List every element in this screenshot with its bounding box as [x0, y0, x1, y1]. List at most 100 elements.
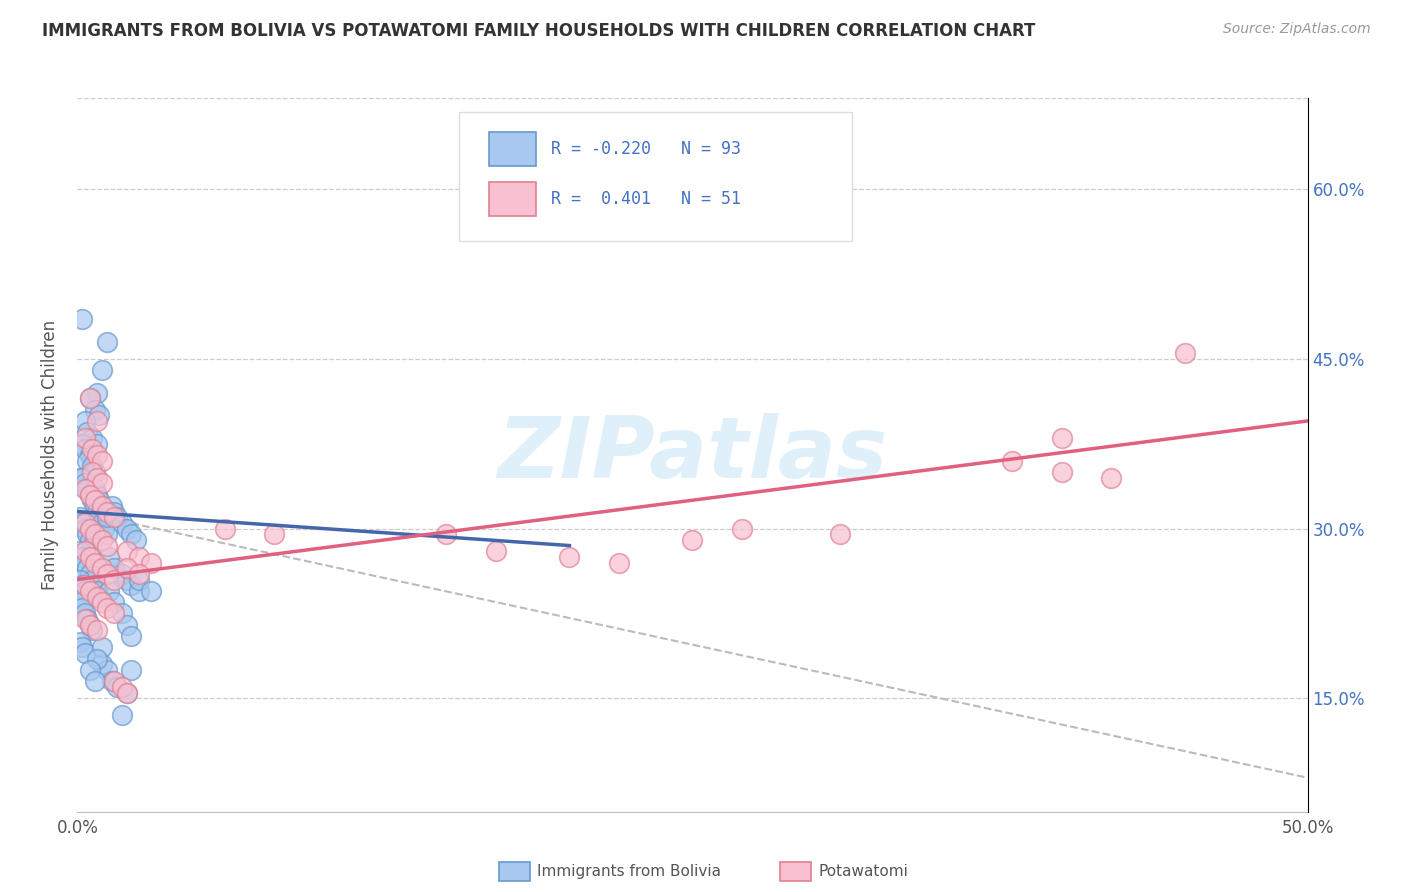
Point	[115, 686, 138, 700]
Point	[90, 657, 114, 672]
Point	[1001, 453, 1024, 467]
Point	[103, 561, 125, 575]
Point	[73, 544, 96, 558]
Point	[121, 629, 143, 643]
Text: R =  0.401   N = 51: R = 0.401 N = 51	[551, 191, 741, 209]
Point	[128, 549, 150, 564]
Point	[1050, 431, 1073, 445]
Point	[82, 459, 104, 474]
Point	[103, 607, 125, 621]
Point	[76, 527, 98, 541]
Point	[101, 499, 124, 513]
Point	[76, 453, 98, 467]
Point	[69, 544, 91, 558]
Point	[79, 448, 101, 462]
Point	[79, 392, 101, 406]
Point	[83, 556, 105, 570]
Point	[69, 573, 91, 587]
Point	[86, 385, 108, 400]
Point	[111, 607, 132, 621]
Point	[83, 493, 105, 508]
Point	[111, 566, 132, 581]
Point	[128, 573, 150, 587]
Point	[79, 487, 101, 501]
Point	[82, 539, 104, 553]
Point	[93, 522, 115, 536]
Point	[96, 663, 118, 677]
Point	[90, 499, 114, 513]
Point	[86, 590, 108, 604]
Point	[83, 578, 105, 592]
Point	[70, 470, 93, 484]
FancyBboxPatch shape	[458, 112, 852, 241]
Point	[83, 465, 105, 479]
Point	[86, 414, 108, 428]
Point	[79, 617, 101, 632]
Point	[96, 539, 118, 553]
FancyBboxPatch shape	[489, 182, 536, 216]
Point	[82, 493, 104, 508]
Point	[83, 402, 105, 417]
Point	[90, 533, 114, 547]
Point	[1099, 470, 1122, 484]
Point	[103, 504, 125, 518]
Point	[90, 363, 114, 377]
Point	[89, 590, 111, 604]
Point	[73, 522, 96, 536]
Point	[70, 600, 93, 615]
Point	[89, 510, 111, 524]
Point	[103, 510, 125, 524]
Point	[111, 516, 132, 530]
Point	[79, 522, 101, 536]
Point	[90, 561, 114, 575]
Point	[70, 436, 93, 450]
Point	[79, 549, 101, 564]
Point	[128, 583, 150, 598]
Point	[128, 566, 150, 581]
Point	[73, 646, 96, 660]
Point	[90, 516, 114, 530]
Point	[214, 522, 236, 536]
Point	[115, 573, 138, 587]
Point	[89, 493, 111, 508]
Point	[558, 549, 581, 564]
Point	[82, 573, 104, 587]
Point	[103, 674, 125, 689]
Point	[485, 544, 508, 558]
Point	[125, 533, 148, 547]
Point	[1174, 346, 1197, 360]
Point	[73, 431, 96, 445]
Point	[82, 465, 104, 479]
Text: Source: ZipAtlas.com: Source: ZipAtlas.com	[1223, 22, 1371, 37]
Point	[103, 595, 125, 609]
Point	[73, 612, 96, 626]
Point	[121, 578, 143, 592]
Y-axis label: Family Households with Children: Family Households with Children	[41, 320, 59, 590]
Point	[98, 583, 121, 598]
Point	[86, 652, 108, 666]
Point	[76, 561, 98, 575]
Point	[436, 527, 458, 541]
Point	[90, 640, 114, 655]
FancyBboxPatch shape	[489, 132, 536, 166]
Point	[89, 409, 111, 423]
Point	[73, 516, 96, 530]
Point	[73, 556, 96, 570]
Point	[111, 680, 132, 694]
Point	[69, 595, 91, 609]
Point	[1050, 465, 1073, 479]
Point	[115, 617, 138, 632]
Point	[90, 476, 114, 491]
Point	[96, 600, 118, 615]
Point	[98, 549, 121, 564]
Point	[83, 482, 105, 496]
Point	[70, 516, 93, 530]
Point	[96, 504, 118, 518]
Point	[86, 487, 108, 501]
Point	[121, 663, 143, 677]
Point	[96, 527, 118, 541]
Point	[82, 442, 104, 457]
Point	[731, 522, 754, 536]
Text: IMMIGRANTS FROM BOLIVIA VS POTAWATOMI FAMILY HOUSEHOLDS WITH CHILDREN CORRELATIO: IMMIGRANTS FROM BOLIVIA VS POTAWATOMI FA…	[42, 22, 1036, 40]
Point	[115, 522, 138, 536]
